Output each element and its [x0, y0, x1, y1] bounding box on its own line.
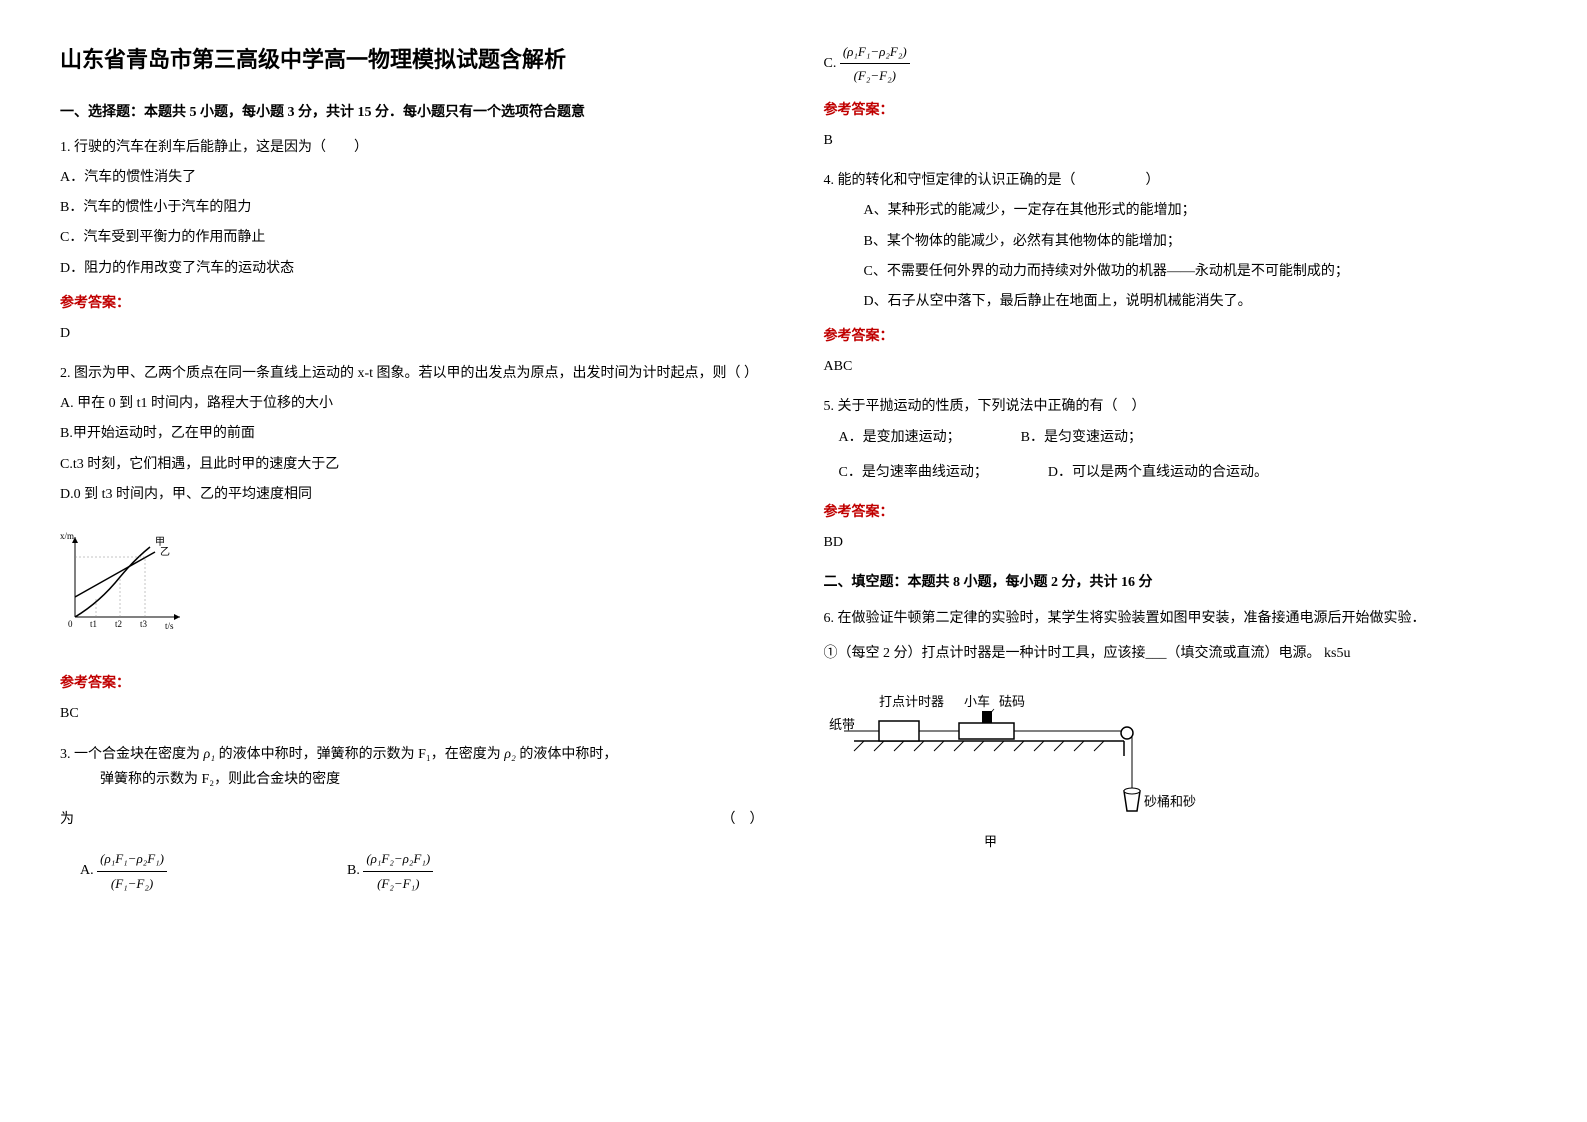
question-6: 6. 在做验证牛顿第二定律的实验时，某学生将实验装置如图甲安装，准备接通电源后开… — [824, 606, 1528, 886]
q2-option-c: C.t3 时刻，它们相遇，且此时甲的速度大于乙 — [60, 452, 764, 477]
question-1: 1. 行驶的汽车在刹车后能静止，这是因为（ ） A．汽车的惯性消失了 B．汽车的… — [60, 135, 764, 346]
q5-option-d: D．可以是两个直线运动的合运动。 — [1048, 460, 1268, 485]
q3-rho2: ρ₂ — [504, 747, 516, 762]
q3-stem-line2: 弹簧称的示数为 F₂，则此合金块的密度 — [60, 767, 764, 792]
q5-option-a: A．是变加速运动； — [824, 425, 961, 450]
q3-option-a: A. (ρ₁F₁−ρ₂F₁) (F₁−F₂) — [80, 847, 167, 895]
q1-option-c: C．汽车受到平衡力的作用而静止 — [60, 225, 764, 250]
q3-optB-label: B. — [347, 863, 360, 878]
q1-answer: D — [60, 321, 764, 346]
q4-option-d: D、石子从空中落下，最后静止在地面上，说明机械能消失了。 — [824, 289, 1528, 314]
section1-header: 一、选择题：本题共 5 小题，每小题 3 分，共计 15 分．每小题只有一个选项… — [60, 100, 764, 125]
q3-answer-label: 参考答案： — [824, 98, 1528, 123]
chart-label-yi: 乙 — [160, 546, 170, 558]
q3-stem-line1: 3. 一个合金块在密度为 ρ₁ 的液体中称时，弹簧称的示数为 F₁，在密度为 ρ… — [60, 742, 764, 767]
q3-optA-num: (ρ₁F₁−ρ₂F₁) — [97, 847, 167, 871]
q3-optA-den: (F₁−F₂) — [97, 872, 167, 895]
q6-stem: 6. 在做验证牛顿第二定律的实验时，某学生将实验装置如图甲安装，准备接通电源后开… — [824, 606, 1528, 631]
q3-stem-p1: 3. 一个合金块在密度为 — [60, 747, 200, 762]
q2-answer: BC — [60, 701, 764, 726]
svg-text:0: 0 — [68, 619, 73, 629]
q2-answer-label: 参考答案： — [60, 671, 764, 696]
diagram-tape-label: 纸带 — [829, 717, 855, 732]
q5-stem: 5. 关于平抛运动的性质，下列说法中正确的有（ ） — [824, 394, 1528, 419]
q5-answer-label: 参考答案： — [824, 500, 1528, 525]
diagram-fig-label: 甲 — [984, 834, 997, 849]
section2-header: 二、填空题：本题共 8 小题，每小题 2 分，共计 16 分 — [824, 570, 1528, 595]
q2-xt-chart: 甲 乙 0 t1 t2 t3 t/s x/m — [60, 527, 190, 637]
q3-optC-den: (F₂−F₂) — [840, 64, 910, 87]
q3-stem-l3-right: （ ） — [722, 807, 764, 832]
q4-option-b: B、某个物体的能减少，必然有其他物体的能增加； — [824, 229, 1528, 254]
q3-answer: B — [824, 128, 1528, 153]
q5-option-b: B．是匀变速运动； — [1021, 425, 1142, 450]
chart-yaxis: x/m — [60, 531, 74, 541]
q3-optC-label: C. — [824, 56, 837, 71]
q3-optC-num: (ρ₁F₁−ρ₂F₂) — [840, 40, 910, 64]
chart-t2: t2 — [115, 619, 122, 629]
q6-sub1: ①（每空 2 分）打点计时器是一种计时工具，应该接___（填交流或直流）电源。 … — [824, 641, 1528, 666]
q1-answer-label: 参考答案： — [60, 291, 764, 316]
question-5: 5. 关于平抛运动的性质，下列说法中正确的有（ ） A．是变加速运动； B．是匀… — [824, 394, 1528, 555]
left-column: 山东省青岛市第三高级中学高一物理模拟试题含解析 一、选择题：本题共 5 小题，每… — [60, 40, 764, 905]
q3-stem-p2: 的液体中称时，弹簧称的示数为 F₁，在密度为 — [219, 747, 501, 762]
q4-answer: ABC — [824, 354, 1528, 379]
diagram-car-label: 小车 — [964, 694, 990, 709]
right-column: C. (ρ₁F₁−ρ₂F₂) (F₂−F₂) 参考答案： B 4. 能的转化和守… — [824, 40, 1528, 905]
q1-option-d: D．阻力的作用改变了汽车的运动状态 — [60, 256, 764, 281]
q4-option-c: C、不需要任何外界的动力而持续对外做功的机器——永动机是不可能制成的； — [824, 259, 1528, 284]
question-3: 3. 一个合金块在密度为 ρ₁ 的液体中称时，弹簧称的示数为 F₁，在密度为 ρ… — [60, 742, 764, 895]
q3-option-b: B. (ρ₁F₂−ρ₂F₁) (F₂−F₁) — [347, 847, 433, 895]
document-title: 山东省青岛市第三高级中学高一物理模拟试题含解析 — [60, 40, 764, 80]
q3-stem-line3: 为 （ ） — [60, 807, 764, 832]
q3-options-row1: A. (ρ₁F₁−ρ₂F₁) (F₁−F₂) B. (ρ₁F₂−ρ₂F₁) (F… — [60, 847, 764, 895]
q3-optB-den: (F₂−F₁) — [363, 872, 433, 895]
q6-experiment-diagram: 打点计时器 小车 砝码 纸带 砂桶和砂 甲 — [824, 681, 1204, 861]
diagram-bucket-label: 砂桶和砂 — [1144, 794, 1196, 809]
q3-stem-l3-left: 为 — [60, 807, 74, 832]
q3-stem-p3: 的液体中称时， — [519, 747, 617, 762]
q3-optB-num: (ρ₁F₂−ρ₂F₁) — [363, 847, 433, 871]
q2-option-b: B.甲开始运动时，乙在甲的前面 — [60, 421, 764, 446]
chart-t1: t1 — [90, 619, 97, 629]
q4-option-a: A、某种形式的能减少，一定存在其他形式的能增加； — [824, 198, 1528, 223]
q2-option-d: D.0 到 t3 时间内，甲、乙的平均速度相同 — [60, 482, 764, 507]
diagram-weight-label: 砝码 — [999, 694, 1025, 709]
q4-answer-label: 参考答案： — [824, 324, 1528, 349]
q1-option-b: B．汽车的惯性小于汽车的阻力 — [60, 195, 764, 220]
q5-answer: BD — [824, 530, 1528, 555]
q3-optA-frac: (ρ₁F₁−ρ₂F₁) (F₁−F₂) — [97, 847, 167, 895]
chart-xaxis: t/s — [165, 621, 174, 631]
question-2: 2. 图示为甲、乙两个质点在同一条直线上运动的 x-t 图象。若以甲的出发点为原… — [60, 361, 764, 727]
q3-optA-label: A. — [80, 863, 94, 878]
question-4: 4. 能的转化和守恒定律的认识正确的是（ ） A、某种形式的能减少，一定存在其他… — [824, 168, 1528, 379]
chart-t3: t3 — [140, 619, 148, 629]
q2-stem: 2. 图示为甲、乙两个质点在同一条直线上运动的 x-t 图象。若以甲的出发点为原… — [60, 361, 764, 386]
q1-option-a: A．汽车的惯性消失了 — [60, 165, 764, 190]
q3-option-c: C. (ρ₁F₁−ρ₂F₂) (F₂−F₂) — [824, 40, 1528, 88]
diagram-timer-label: 打点计时器 — [879, 694, 944, 709]
q3-optC-frac: (ρ₁F₁−ρ₂F₂) (F₂−F₂) — [840, 40, 910, 88]
q3-optB-frac: (ρ₁F₂−ρ₂F₁) (F₂−F₁) — [363, 847, 433, 895]
q2-option-a: A. 甲在 0 到 t1 时间内，路程大于位移的大小 — [60, 391, 764, 416]
q4-stem: 4. 能的转化和守恒定律的认识正确的是（ ） — [824, 168, 1528, 193]
q3-rho1: ρ₁ — [204, 747, 216, 762]
q5-row2: C．是匀速率曲线运动； D．可以是两个直线运动的合运动。 — [824, 455, 1528, 490]
q5-row1: A．是变加速运动； B．是匀变速运动； — [824, 420, 1528, 455]
q5-option-c: C．是匀速率曲线运动； — [824, 460, 988, 485]
q1-stem: 1. 行驶的汽车在刹车后能静止，这是因为（ ） — [60, 135, 764, 160]
